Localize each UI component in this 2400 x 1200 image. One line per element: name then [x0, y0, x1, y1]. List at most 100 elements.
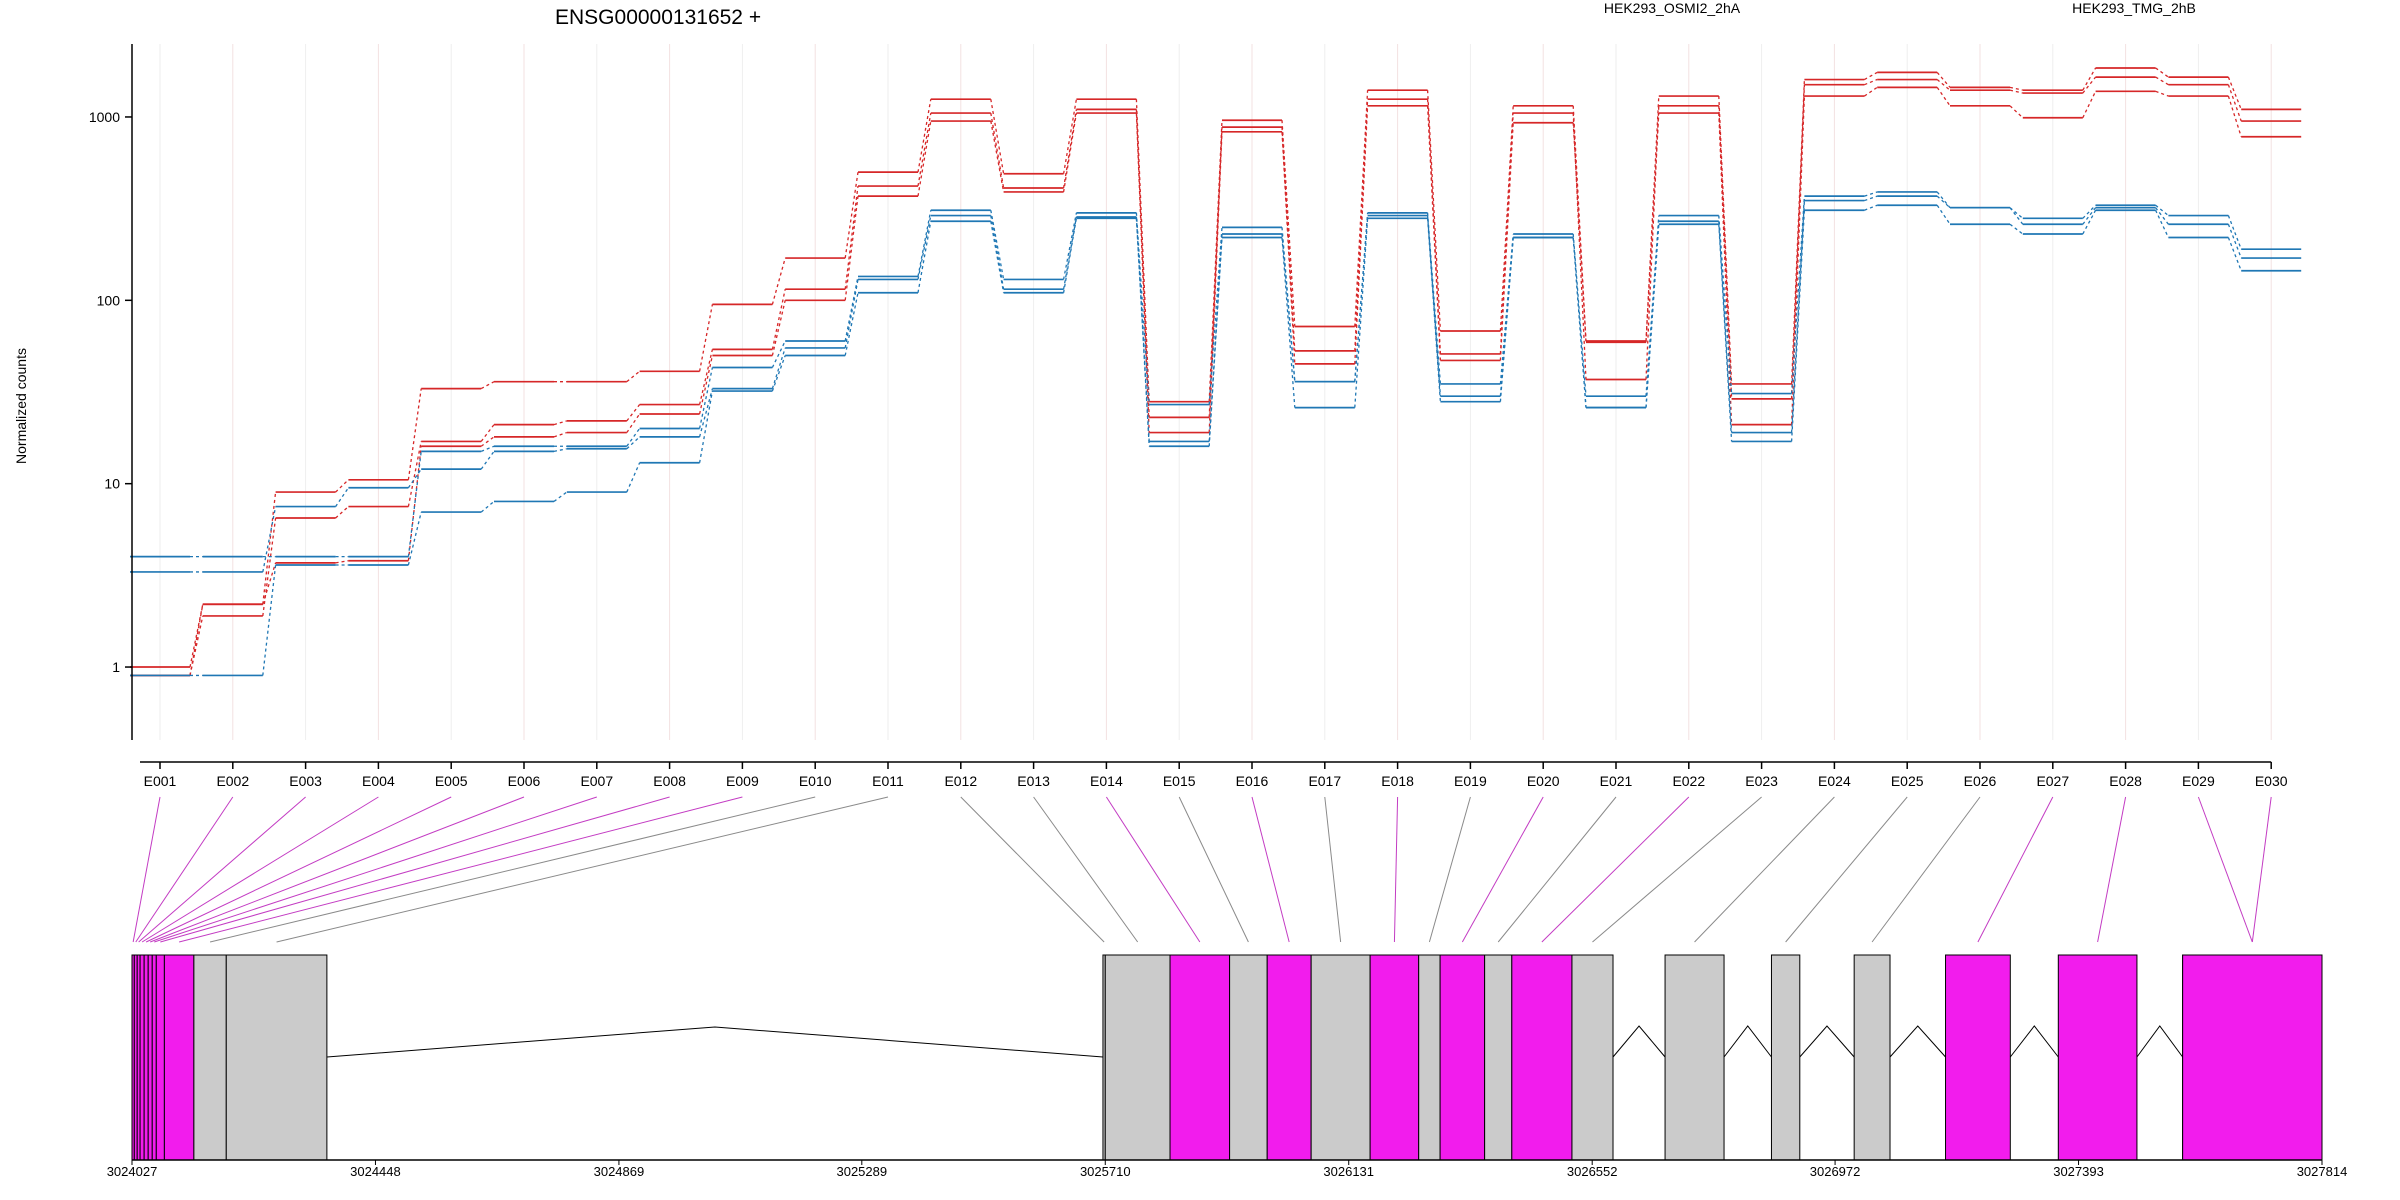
series-connector — [2009, 89, 2023, 94]
series-connector — [1354, 215, 1369, 382]
series-connector — [480, 436, 495, 447]
series-connector — [626, 370, 641, 383]
x-tick-label: E005 — [435, 773, 468, 789]
series-1 — [130, 76, 2302, 677]
exon-e023 — [1571, 954, 1614, 1161]
exon-connector — [141, 796, 379, 943]
series-connector — [2155, 204, 2169, 217]
series-connector — [1572, 105, 1587, 342]
exon-e022 — [1511, 954, 1573, 1161]
series-connector — [335, 560, 349, 564]
series-connector — [844, 185, 859, 290]
series-connector — [335, 506, 349, 519]
exon-connector — [160, 796, 670, 943]
exon-e007 — [151, 954, 157, 1161]
x-tick-label: E006 — [508, 773, 541, 789]
x-tick-label: E004 — [362, 773, 395, 789]
x-tick-label: E011 — [872, 773, 904, 789]
x-tick-label: E013 — [1017, 773, 1050, 789]
series-connector — [1864, 71, 1878, 81]
exon-e021 — [1484, 954, 1513, 1161]
series-connector — [335, 479, 349, 493]
series-connector — [990, 221, 1005, 293]
series-5 — [130, 204, 2302, 677]
exon-connector — [154, 796, 597, 943]
exon-e018 — [1369, 954, 1420, 1161]
series-connector — [262, 517, 277, 617]
x-tick-label: E024 — [1818, 773, 1851, 789]
exon-connector — [2197, 796, 2253, 943]
series-connector — [1208, 131, 1223, 433]
exon-e030 — [2182, 954, 2323, 1161]
series-connector — [189, 615, 204, 676]
vertical-grid — [159, 44, 2272, 740]
genomic-tick-label: 3026131 — [1323, 1164, 1374, 1179]
series-connector — [990, 215, 1005, 290]
genomic-axis: 3024027 3024448 3024869 3025289 3025710 30261… — [107, 1159, 2347, 1179]
intron-line — [326, 1026, 1103, 1058]
series-3 — [130, 191, 2302, 558]
series-connector — [407, 446, 422, 561]
series-connector — [189, 604, 204, 676]
exon-e004 — [139, 954, 145, 1161]
series-connector — [917, 215, 932, 280]
series-connector — [1864, 204, 1878, 211]
exon-e027 — [1945, 954, 2011, 1161]
exon-connector — [132, 796, 161, 943]
intron-line — [1889, 1025, 1946, 1058]
intron-line — [1723, 1025, 1772, 1058]
series-connector — [1864, 191, 1878, 197]
series-connector — [1572, 113, 1587, 380]
exon-e015 — [1229, 954, 1268, 1161]
series-connector — [553, 431, 568, 438]
series-connector — [771, 257, 786, 305]
exon-connector — [1393, 796, 1399, 943]
exon-e020 — [1439, 954, 1486, 1161]
exon-connector — [1324, 796, 1342, 943]
series-connector — [1864, 86, 1878, 97]
series-connector — [1499, 237, 1514, 402]
intron-line — [2136, 1025, 2184, 1058]
series-connector — [1062, 99, 1078, 174]
exon-connector — [960, 796, 1105, 943]
exon-connector — [1105, 796, 1201, 943]
series-connector — [1135, 218, 1150, 447]
series-connector — [262, 564, 277, 676]
series-connector — [1645, 224, 1660, 408]
intron-line — [1612, 1025, 1666, 1058]
series-connector — [1645, 96, 1660, 342]
series-connector — [553, 448, 567, 453]
series-connector — [1208, 237, 1223, 447]
series-connector — [1936, 204, 1951, 225]
series-connector — [2155, 209, 2169, 238]
exon-connector — [135, 796, 234, 943]
series-connector — [917, 120, 932, 197]
x-tick-label: E028 — [2109, 773, 2142, 789]
x-tick-label: E016 — [1236, 773, 1269, 789]
x-tick-label: E008 — [653, 773, 686, 789]
series-connector — [1864, 195, 1878, 202]
exon-connector — [2251, 796, 2272, 943]
series-connector — [844, 276, 859, 342]
series-connector — [771, 289, 786, 350]
series-connector — [262, 562, 277, 605]
series-connector — [1936, 195, 1951, 209]
series-connector — [844, 279, 859, 349]
genomic-tick-label: 3026552 — [1567, 1164, 1618, 1179]
x-tick-label: E014 — [1090, 773, 1123, 789]
series-connector — [1062, 212, 1078, 280]
series-connector — [626, 413, 641, 433]
exon-e011 — [225, 954, 328, 1161]
x-tick-label: E003 — [289, 773, 322, 789]
x-tick-label: E019 — [1454, 773, 1487, 789]
series-connector — [990, 210, 1005, 280]
series-connector — [626, 462, 641, 493]
series-connector — [1790, 96, 1806, 425]
series-connector — [1281, 237, 1296, 408]
exon-connector — [1541, 796, 1690, 943]
series-connector — [1062, 112, 1078, 193]
exon-e025 — [1770, 954, 1801, 1161]
exon-e013 — [1104, 954, 1171, 1161]
series-connector — [1936, 87, 1951, 107]
series-connector — [2009, 86, 2023, 91]
